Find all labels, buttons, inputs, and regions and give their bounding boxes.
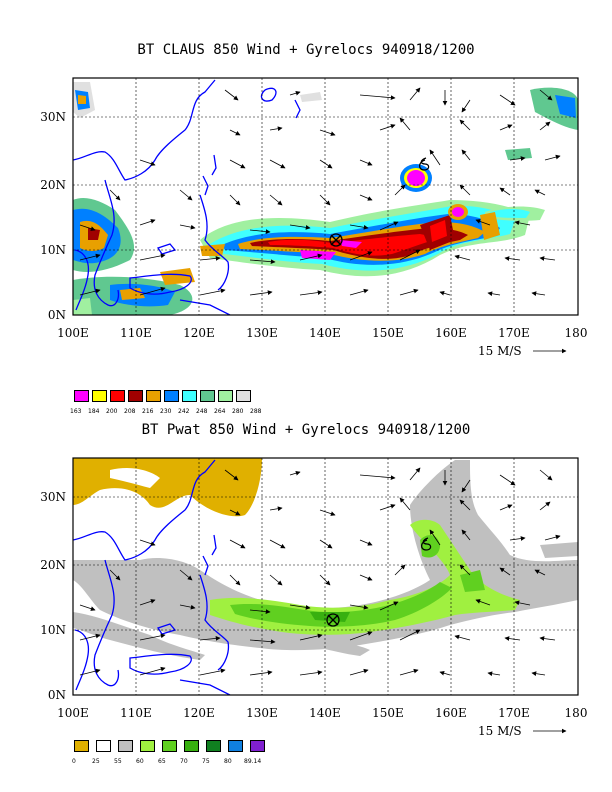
x-tick-label: 120E [183,706,215,720]
colorbar-swatch [118,740,133,752]
x-tick-label: 100E [57,706,89,720]
colorbar-label: 60 [136,758,144,765]
x-tick-label: 130E [246,326,278,340]
top-map-panel: 100E 110E 120E 130E 140E 150E 160E 170E … [40,77,587,358]
colorbar-label: 264 [214,408,226,415]
bottom-map-panel: 100E 110E 120E 130E 140E 150E 160E 170E … [40,457,587,738]
colorbar-swatch [146,390,161,402]
colorbar-label: 163 [70,408,82,415]
x-tick-label: 150E [372,326,404,340]
colorbar-label: 230 [160,408,172,415]
x-tick-label: 120E [183,326,215,340]
bottom-map-frame [72,457,579,696]
colorbar-label: 89.14 [244,758,262,765]
colorbar-swatch [140,740,155,752]
vector-reference-label: 15 M/S [478,344,522,358]
top-y-axis-labels: 0N 10N 20N 30N [40,110,66,322]
colorbar-label: 184 [88,408,100,415]
x-tick-label: 170E [498,706,530,720]
colorbar-swatch [236,390,251,402]
x-tick-label: 140E [309,706,341,720]
colorbar-label: 200 [106,408,118,415]
cloud-top-shading [73,82,578,315]
y-tick-label: 10N [40,623,66,637]
x-tick-label: 170E [498,326,530,340]
x-tick-label: 110E [120,326,152,340]
y-tick-label: 20N [40,178,66,192]
x-tick-label: 130E [246,706,278,720]
top-map-frame [72,77,579,316]
colorbar-swatch [74,740,89,752]
colorbar-label: 248 [196,408,208,415]
x-tick-label: 180 [565,326,588,340]
colorbar-label: 0 [72,758,76,765]
colorbar-swatch [184,740,199,752]
gyre-location-markers [329,157,430,247]
lat-lon-grid [73,78,578,315]
top-x-axis-labels: 100E 110E 120E 130E 140E 150E 160E 170E … [57,326,587,340]
colorbar-label: 75 [202,758,210,765]
coastlines [73,79,301,315]
bottom-panel-title: BT Pwat 850 Wind + Gyrelocs 940918/1200 [141,422,471,438]
colorbar-swatch [206,740,221,752]
colorbar-swatch [96,740,111,752]
colorbar-swatch [92,390,107,402]
vector-reference-label: 15 M/S [478,724,522,738]
colorbar-label: 280 [232,408,244,415]
y-tick-label: 20N [40,558,66,572]
colorbar-swatch [74,390,89,402]
x-tick-label: 180 [565,706,588,720]
y-tick-label: 0N [48,688,66,702]
colorbar-swatch [218,390,233,402]
colorbar-swatch [164,390,179,402]
colorbar-swatch [200,390,215,402]
colorbar-label: 208 [124,408,136,415]
colorbar-swatch [250,740,265,752]
top-panel-title: BT CLAUS 850 Wind + Gyrelocs 940918/1200 [137,42,475,58]
y-tick-label: 30N [40,110,66,124]
colorbar-label: 25 [92,758,100,765]
colorbar-label: 70 [180,758,188,765]
colorbar-swatch [110,390,125,402]
y-tick-label: 30N [40,490,66,504]
x-tick-label: 140E [309,326,341,340]
colorbar-swatch [162,740,177,752]
colorbar-label: 288 [250,408,262,415]
x-tick-label: 110E [120,706,152,720]
y-tick-label: 10N [40,243,66,257]
gyre-location-markers [326,537,432,627]
bottom-x-axis-labels: 100E 110E 120E 130E 140E 150E 160E 170E … [57,706,587,720]
coastlines [73,459,231,695]
wind-vectors [79,467,561,677]
x-tick-label: 160E [435,326,467,340]
colorbar-label: 80 [224,758,232,765]
colorbar-label: 216 [142,408,154,415]
colorbar-label: 65 [158,758,166,765]
bottom-y-axis-labels: 0N 10N 20N 30N [40,490,66,702]
colorbar-label: 242 [178,408,190,415]
y-tick-label: 0N [48,308,66,322]
x-tick-label: 150E [372,706,404,720]
x-tick-label: 100E [57,326,89,340]
colorbar-swatch [182,390,197,402]
colorbar-label: 55 [114,758,122,765]
wind-vectors [79,87,561,297]
lat-lon-grid [73,458,578,695]
colorbar-swatch [128,390,143,402]
colorbar-swatch [228,740,243,752]
x-tick-label: 160E [435,706,467,720]
